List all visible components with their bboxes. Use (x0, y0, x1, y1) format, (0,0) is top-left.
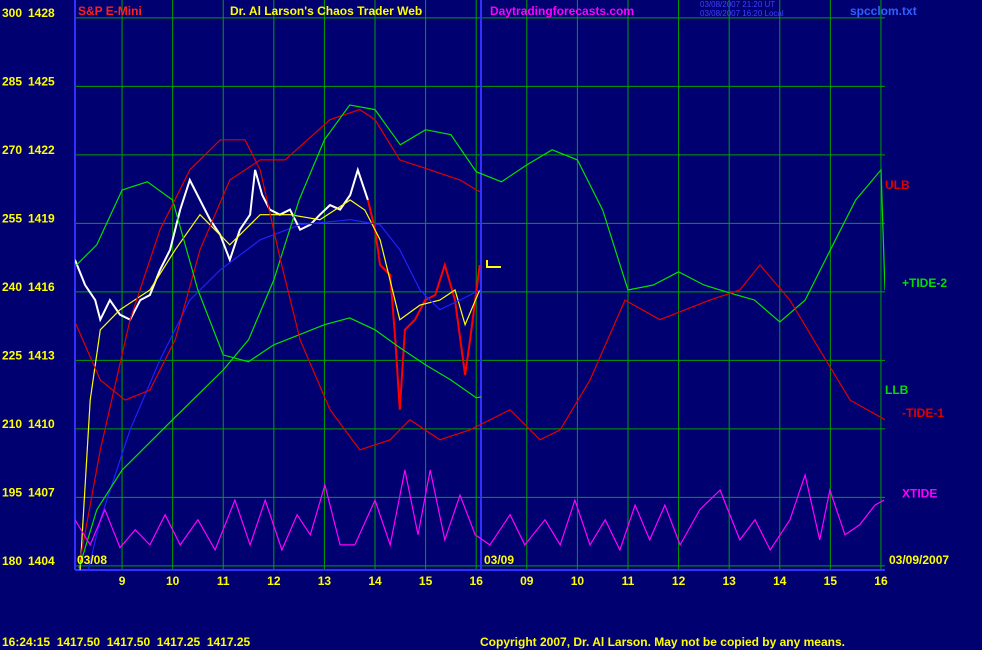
x-tick-label: 10 (571, 574, 585, 588)
series-label: -TIDE-1 (902, 406, 944, 420)
x-tick-label: 16 (470, 574, 484, 588)
y-tick-label: 180 (2, 554, 22, 568)
series-label: ULB (885, 178, 910, 192)
series-line (79, 199, 481, 570)
y-tick-label: 285 (2, 74, 22, 88)
y-tick-label: 240 (2, 280, 22, 294)
x-tick-label: 11 (622, 574, 635, 588)
quote: 16:24:15 1417.50 1417.50 1417.25 1417.25 (2, 635, 251, 649)
x-tick-label: 13 (318, 574, 332, 588)
series-line (78, 104, 885, 569)
chart-title: Dr. Al Larson's Chaos Trader Web (230, 4, 422, 18)
x-tick-label: 9 (119, 574, 126, 588)
y-tick-label: 225 (2, 349, 22, 363)
x-tick-label: 12 (672, 574, 686, 588)
y2-tick-label: 1407 (28, 486, 55, 500)
y2-tick-label: 1410 (28, 417, 55, 431)
x-tick-label: 10 (166, 574, 180, 588)
series-line (75, 469, 885, 552)
y2-tick-label: 1422 (28, 143, 55, 157)
y2-tick-label: 1416 (28, 280, 55, 294)
copyright: Copyright 2007, Dr. Al Larson. May not b… (480, 635, 845, 649)
x-tick-label: 09 (520, 574, 534, 588)
y-tick-label: 195 (2, 486, 22, 500)
x-tick-label: 14 (368, 574, 382, 588)
last-tick-marker (486, 260, 501, 268)
site: Daytradingforecasts.com (490, 4, 634, 18)
x-tick-label: 14 (773, 574, 787, 588)
y2-tick-label: 1428 (28, 6, 55, 20)
y-tick-label: 210 (2, 417, 22, 431)
y2-tick-label: 1404 (28, 554, 55, 568)
x-tick-label: 16 (874, 574, 888, 588)
series-line (76, 181, 482, 399)
series-line (79, 139, 885, 561)
timestamp: 03/08/2007 21:20 UT (700, 0, 775, 9)
x-tick-label: 15 (419, 574, 433, 588)
series-line (75, 108, 481, 401)
series-label: LLB (885, 383, 909, 397)
series-label: XTIDE (902, 486, 937, 500)
grid (75, 0, 885, 570)
series-line (75, 166, 369, 323)
x-tick-label: 15 (824, 574, 838, 588)
series-line (87, 219, 480, 570)
x-tick-label: 13 (722, 574, 736, 588)
y2-tick-label: 1413 (28, 349, 55, 363)
y-tick-label: 300 (2, 6, 22, 20)
date-label: 03/08 (77, 553, 107, 567)
x-tick-label: 12 (267, 574, 281, 588)
file-name: spcclom.txt (850, 4, 917, 18)
date-label: 03/09/2007 (889, 553, 949, 567)
y2-tick-label: 1419 (28, 212, 55, 226)
date-label: 03/09 (484, 553, 514, 567)
y-tick-label: 255 (2, 212, 22, 226)
y2-tick-label: 1425 (28, 74, 55, 88)
timestamp: 03/08/2007 16:20 Local (700, 9, 784, 18)
series-line (366, 199, 481, 410)
y-tick-label: 270 (2, 143, 22, 157)
series-group (75, 104, 885, 570)
x-tick-label: 11 (217, 574, 230, 588)
series-label: +TIDE-2 (902, 276, 947, 290)
symbol: S&P E-Mini (78, 4, 142, 18)
